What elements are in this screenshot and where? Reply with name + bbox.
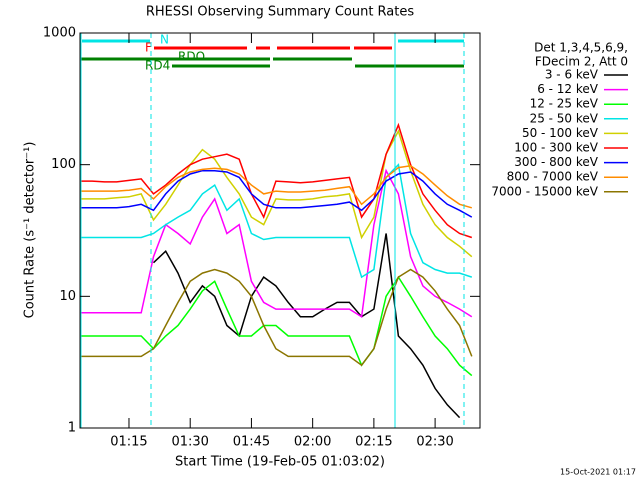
legend-label: 12 - 25 keV [530, 97, 599, 111]
series-line [80, 168, 473, 318]
decim-label: RDO [178, 50, 205, 64]
y-tick-label: 1 [68, 421, 76, 436]
x-tick-label: 01:45 [233, 435, 270, 450]
series-line [80, 122, 473, 239]
state-bars [80, 39, 464, 68]
legend-label: 100 - 300 keV [514, 141, 598, 155]
series-line [80, 169, 473, 218]
series-line [80, 268, 473, 367]
night-label: N [160, 33, 169, 47]
x-tick-label: 01:30 [171, 435, 208, 450]
night-lines [80, 33, 465, 428]
series-line [80, 163, 473, 279]
legend-header: FDecim 2, Att 0 [535, 55, 628, 69]
plot-area [80, 122, 473, 419]
legend-label: 800 - 7000 keV [507, 170, 599, 184]
footer: 15-Oct-2021 01:17 [560, 468, 636, 477]
x-tick-label: 02:15 [355, 435, 392, 450]
legend-label: 6 - 12 keV [537, 82, 599, 96]
series-line [80, 165, 473, 209]
x-tick-label: 02:30 [416, 435, 453, 450]
legend-label: 3 - 6 keV [545, 68, 599, 82]
legend-label: 7000 - 15000 keV [491, 184, 598, 198]
flare-label: F [145, 41, 152, 55]
y-axis-label: Count Rate (s⁻¹ detector⁻¹) [23, 142, 38, 319]
legend-header: Det 1,3,4,5,6,9, [534, 41, 628, 55]
x-axis-label: Start Time (19-Feb-05 01:03:02) [175, 455, 385, 470]
plot-frame [79, 32, 481, 429]
y-tick-label: 1000 [43, 26, 76, 41]
chart-title: RHESSI Observing Summary Count Rates [146, 5, 415, 20]
series-line [80, 129, 473, 258]
x-tick-label: 01:15 [110, 435, 147, 450]
x-tick-label: 02:00 [294, 435, 331, 450]
series-line [80, 275, 473, 377]
legend-label: 25 - 50 keV [530, 111, 599, 125]
decim-label: RD4 [145, 59, 170, 73]
legend-label: 300 - 800 keV [514, 155, 598, 169]
legend-label: 50 - 100 keV [522, 126, 599, 140]
y-tick-label: 100 [51, 157, 76, 172]
series-line [152, 233, 461, 419]
y-tick-label: 10 [59, 289, 76, 304]
